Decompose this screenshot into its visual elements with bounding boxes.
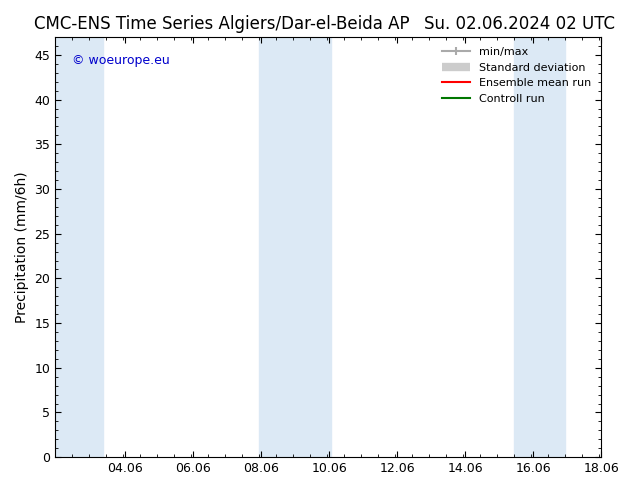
Bar <box>55 37 103 457</box>
Bar <box>514 37 565 457</box>
Text: © woeurope.eu: © woeurope.eu <box>72 54 169 67</box>
Text: Su. 02.06.2024 02 UTC: Su. 02.06.2024 02 UTC <box>424 15 616 33</box>
Legend: min/max, Standard deviation, Ensemble mean run, Controll run: min/max, Standard deviation, Ensemble me… <box>437 43 595 108</box>
Bar <box>259 37 330 457</box>
Text: CMC-ENS Time Series Algiers/Dar-el-Beida AP: CMC-ENS Time Series Algiers/Dar-el-Beida… <box>34 15 410 33</box>
Y-axis label: Precipitation (mm/6h): Precipitation (mm/6h) <box>15 172 29 323</box>
